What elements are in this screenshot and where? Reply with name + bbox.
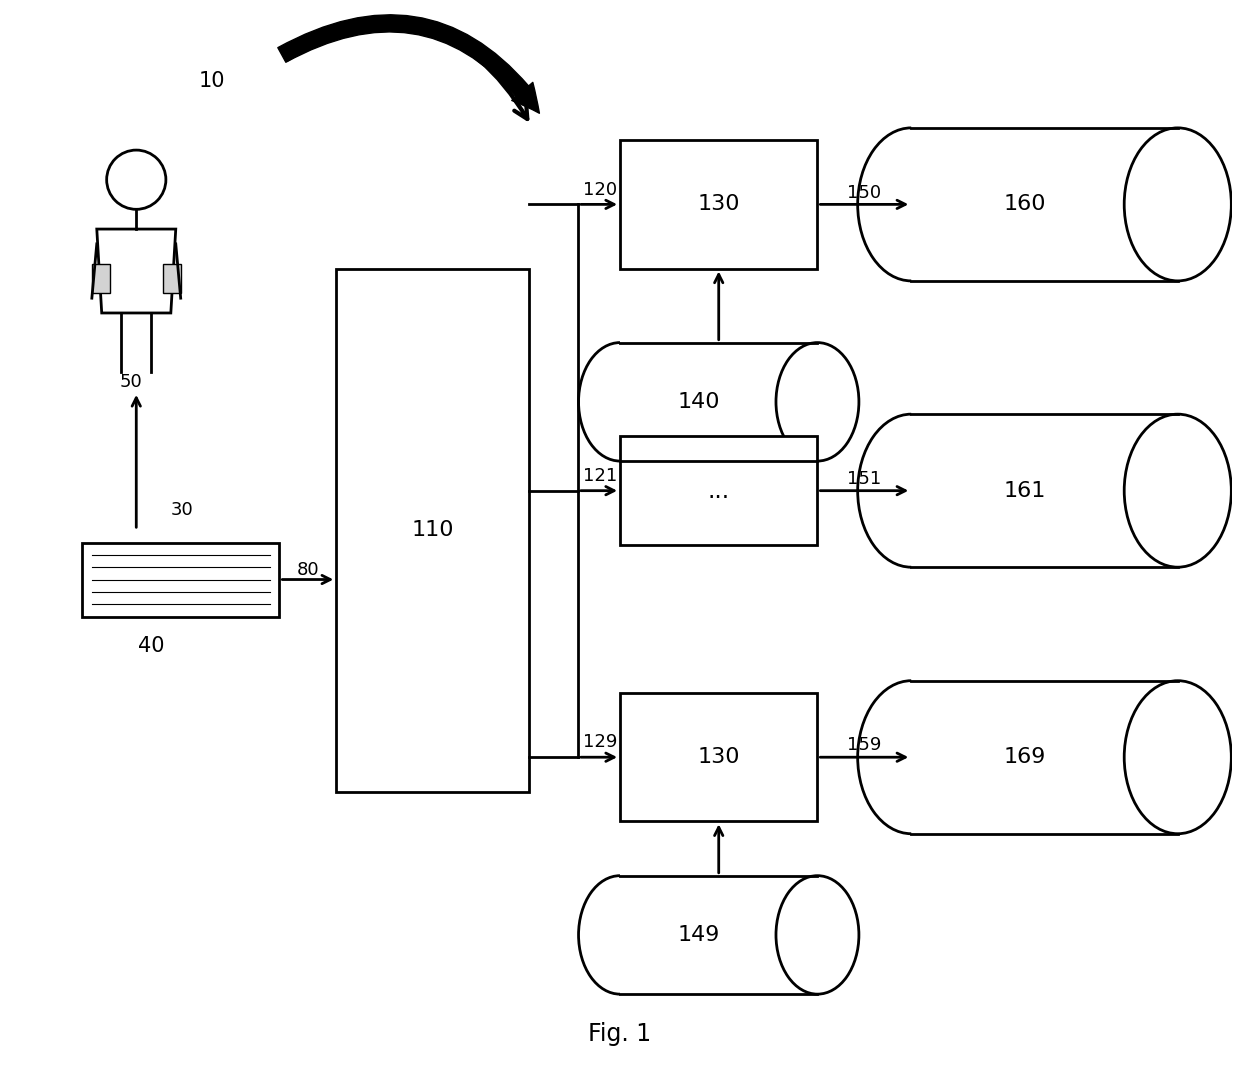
Bar (336, 269, 528, 792)
Text: 110: 110 (412, 520, 454, 540)
Text: 160: 160 (1003, 194, 1047, 215)
Polygon shape (97, 229, 176, 312)
Text: 151: 151 (847, 470, 882, 488)
Text: 130: 130 (697, 194, 740, 215)
Text: 120: 120 (583, 180, 618, 199)
Bar (620, 343, 817, 461)
Text: 10: 10 (198, 71, 226, 91)
Bar (162, 264, 181, 293)
Bar (620, 140, 817, 269)
Text: 50: 50 (120, 373, 143, 391)
Text: 140: 140 (678, 392, 720, 412)
Bar (620, 436, 817, 545)
Bar (92, 264, 109, 293)
Text: 80: 80 (296, 561, 319, 578)
Text: 121: 121 (583, 467, 618, 485)
Bar (911, 414, 1178, 567)
Text: 149: 149 (678, 924, 720, 945)
Ellipse shape (776, 343, 859, 461)
Text: Fig. 1: Fig. 1 (589, 1022, 651, 1046)
Ellipse shape (1125, 128, 1231, 281)
Bar (911, 128, 1178, 281)
Text: 129: 129 (583, 733, 618, 752)
Text: 40: 40 (138, 636, 165, 656)
Bar (911, 680, 1178, 833)
Text: 150: 150 (847, 183, 882, 202)
Circle shape (107, 150, 166, 209)
Ellipse shape (1125, 680, 1231, 833)
Text: 30: 30 (171, 501, 193, 520)
Bar (620, 693, 817, 821)
Text: ...: ... (708, 478, 730, 502)
Ellipse shape (776, 876, 859, 994)
Text: 161: 161 (1003, 481, 1045, 500)
Ellipse shape (1125, 414, 1231, 567)
Text: 169: 169 (1003, 748, 1045, 767)
Text: 130: 130 (697, 748, 740, 767)
Bar (82, 542, 279, 616)
Text: 159: 159 (847, 737, 882, 754)
Bar (620, 876, 817, 994)
